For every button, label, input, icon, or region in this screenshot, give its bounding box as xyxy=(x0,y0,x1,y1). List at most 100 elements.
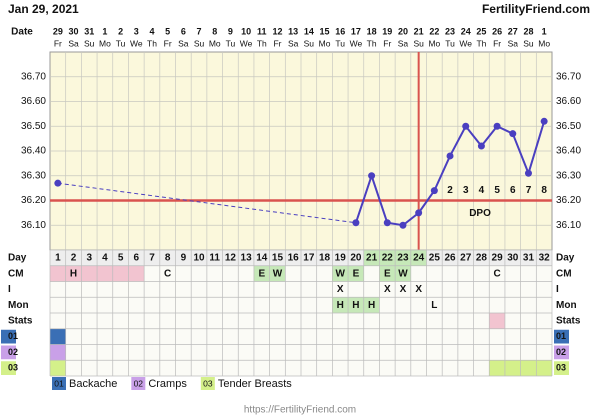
day-number: 10 xyxy=(193,253,205,264)
date-label: 27 xyxy=(508,26,518,36)
weekday-label: Th xyxy=(476,38,486,48)
day-number: 22 xyxy=(382,253,394,264)
day-number: 3 xyxy=(86,253,92,264)
day-number: 23 xyxy=(397,253,409,264)
day-number: 16 xyxy=(288,253,300,264)
y-tick-label: 36.20 xyxy=(556,195,581,206)
day-highlight xyxy=(410,250,427,266)
day-number: 19 xyxy=(335,253,347,264)
temperature-point xyxy=(383,219,391,227)
temperature-point xyxy=(477,142,485,150)
footer-url[interactable]: https://FertilityFriend.com xyxy=(244,405,356,415)
table-cell xyxy=(504,360,521,376)
weekday-label: Fr xyxy=(164,38,172,48)
table-cell xyxy=(395,265,411,282)
temperature-point xyxy=(399,221,407,229)
weekday-label: Fr xyxy=(54,38,62,48)
day-number: 1 xyxy=(55,253,61,264)
day-number: 14 xyxy=(256,253,268,264)
weekday-label: Sa xyxy=(288,38,299,48)
weekday-label: Su xyxy=(413,38,424,48)
day-number: 18 xyxy=(319,253,331,264)
weekday-label: Su xyxy=(304,38,315,48)
day-number: 32 xyxy=(539,253,551,264)
date-label: 28 xyxy=(523,26,533,36)
date-label: 15 xyxy=(320,26,330,36)
weekday-label: Th xyxy=(367,38,377,48)
cell-text: L xyxy=(431,300,437,311)
date-label: 13 xyxy=(288,26,298,36)
temperature-point xyxy=(524,169,532,177)
cell-text: H xyxy=(337,300,344,311)
row-swatch xyxy=(1,329,16,344)
legend-swatch xyxy=(131,377,146,390)
temperature-point xyxy=(352,219,360,227)
cell-text: H xyxy=(352,300,359,311)
temperature-point xyxy=(462,122,470,130)
day-number: 15 xyxy=(272,253,284,264)
row-label: 03 xyxy=(8,363,18,373)
day-number: 21 xyxy=(366,253,378,264)
date-label: 11 xyxy=(257,26,267,36)
y-tick-label: 36.40 xyxy=(556,146,581,157)
day-number: 24 xyxy=(413,253,425,264)
cell-text: W xyxy=(273,268,283,279)
temperature-point xyxy=(54,179,62,187)
weekday-label: Su xyxy=(523,38,534,48)
chart-title: Jan 29, 2021 xyxy=(8,2,79,16)
y-tick-label: 36.70 xyxy=(21,71,46,82)
day-highlight xyxy=(363,250,380,266)
row-label: Day xyxy=(556,253,575,264)
date-label: Date xyxy=(11,27,33,38)
table-cell xyxy=(97,265,113,282)
date-label: 19 xyxy=(382,26,392,36)
day-number: 12 xyxy=(225,253,237,264)
cell-text: X xyxy=(400,284,407,295)
table-cell xyxy=(253,265,270,282)
site-name[interactable]: FertilityFriend.com xyxy=(482,2,590,16)
cell-text: W xyxy=(398,268,408,279)
weekday-label: Su xyxy=(194,38,205,48)
weekday-label: Fr xyxy=(273,38,281,48)
weekday-label: Tu xyxy=(445,38,455,48)
row-label: 01 xyxy=(8,331,18,341)
dpo-label: 6 xyxy=(510,185,516,196)
legend-name: Tender Breasts xyxy=(218,378,292,390)
table-cell xyxy=(489,313,505,329)
row-label: Mon xyxy=(8,300,29,311)
weekday-label: Sa xyxy=(178,38,189,48)
table-cell xyxy=(81,265,98,282)
day-highlight xyxy=(379,250,396,266)
day-number: 28 xyxy=(476,253,488,264)
day-number: 2 xyxy=(71,253,77,264)
cell-text: H xyxy=(70,268,77,279)
row-label: I xyxy=(556,284,559,295)
table-cell xyxy=(536,360,552,376)
table-cell xyxy=(379,265,396,282)
dpo-label: 7 xyxy=(526,185,532,196)
row-label: CM xyxy=(556,268,572,279)
row-label: Mon xyxy=(556,300,577,311)
date-label: 23 xyxy=(445,26,455,36)
weekday-label: We xyxy=(459,38,472,48)
dpo-label: 3 xyxy=(463,185,469,196)
weekday-label: Mo xyxy=(99,38,111,48)
day-number: 29 xyxy=(492,253,504,264)
temperature-point xyxy=(430,187,438,195)
dpo-label: 2 xyxy=(447,185,453,196)
cell-text: C xyxy=(493,268,500,279)
day-number: 30 xyxy=(507,253,519,264)
date-label: 5 xyxy=(165,26,170,36)
table-cell xyxy=(50,265,66,282)
day-number: 27 xyxy=(460,253,472,264)
table-cell xyxy=(50,344,66,361)
table-cell xyxy=(348,297,364,313)
table-cell xyxy=(363,297,380,313)
row-swatch xyxy=(1,345,16,360)
date-label: 12 xyxy=(272,26,282,36)
weekday-label: Mo xyxy=(209,38,221,48)
cell-text: X xyxy=(384,284,391,295)
date-label: 8 xyxy=(212,26,217,36)
weekday-label: Sa xyxy=(68,38,79,48)
day-number: 4 xyxy=(102,253,108,264)
